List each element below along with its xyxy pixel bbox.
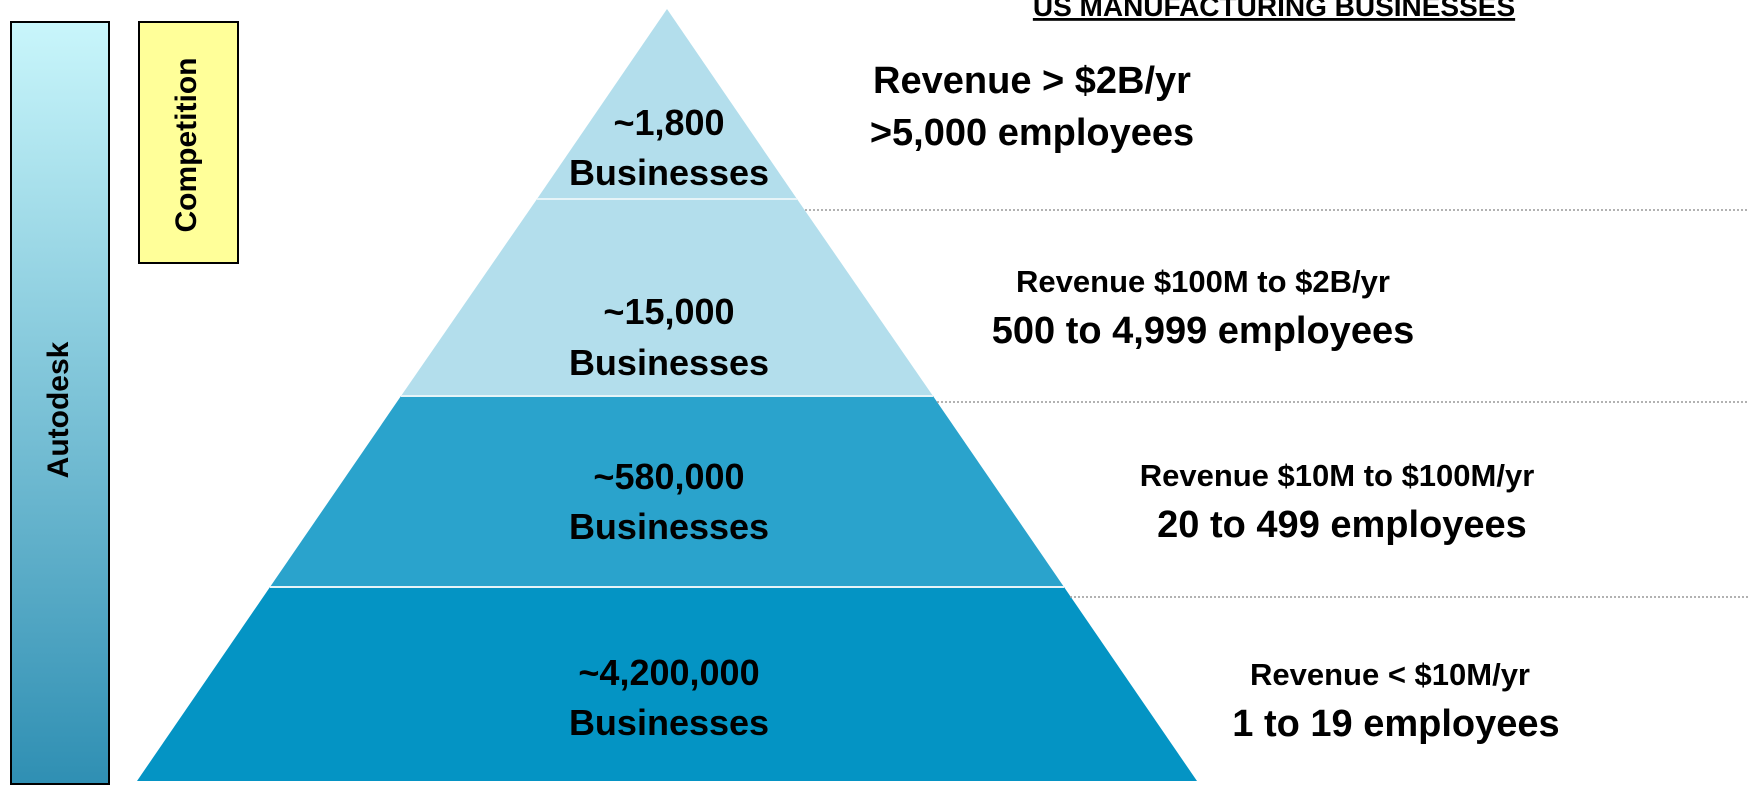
tier-unit: Businesses (569, 702, 769, 743)
employees-label: 500 to 4,999 employees (992, 310, 1414, 352)
tier-1 (537, 9, 797, 199)
employees-label: >5,000 employees (870, 112, 1194, 154)
revenue-label: Revenue > $2B/yr (873, 60, 1191, 102)
tier-count: ~15,000 (603, 291, 734, 332)
competition-box (138, 21, 239, 264)
employees-label: 20 to 499 employees (1157, 504, 1527, 546)
tier-count: ~1,800 (613, 102, 724, 143)
tier-count: ~4,200,000 (578, 652, 759, 693)
tier-4 (137, 587, 1197, 781)
tier-separators (270, 198, 1064, 588)
revenue-label: Revenue $10M to $100M/yr (1140, 458, 1535, 493)
tier-unit: Businesses (569, 152, 769, 193)
revenue-label: Revenue < $10M/yr (1250, 657, 1530, 692)
tier-unit: Businesses (569, 506, 769, 547)
tier-3 (270, 396, 1064, 587)
autodesk-bar (10, 21, 110, 785)
revenue-label: Revenue $100M to $2B/yr (1016, 264, 1390, 299)
tier-2 (401, 199, 933, 396)
title: US MANUFACTURING BUSINESSES (1033, 0, 1515, 22)
employees-label: 1 to 19 employees (1232, 703, 1559, 745)
tier-count: ~580,000 (593, 456, 744, 497)
autodesk-label: Autodesk (42, 341, 75, 478)
tier-unit: Businesses (569, 342, 769, 383)
dotted-lines (805, 209, 1749, 598)
competition-label: Competition (170, 58, 203, 233)
